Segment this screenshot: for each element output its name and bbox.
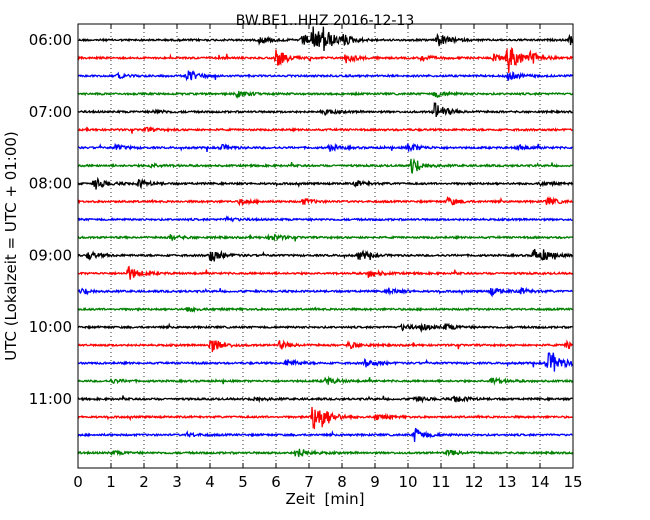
- trace-0900: [77, 248, 573, 262]
- x-tick-label: 3: [172, 473, 182, 491]
- x-tick-label: 9: [370, 473, 380, 491]
- y-tick-label: 11:00: [29, 390, 72, 408]
- trace-0700: [77, 101, 573, 118]
- y-tick-label: 09:00: [29, 246, 72, 264]
- trace-1030: [77, 352, 573, 372]
- x-tick-label: 11: [431, 473, 450, 491]
- x-tick-label: 6: [271, 473, 281, 491]
- x-tick-label: 12: [464, 473, 483, 491]
- x-tick-label: 2: [139, 473, 149, 491]
- trace-1115: [77, 407, 573, 430]
- trace-0630: [77, 70, 573, 82]
- trace-0930: [77, 286, 573, 298]
- x-tick-label: 10: [398, 473, 417, 491]
- x-tick-label: 5: [238, 473, 248, 491]
- trace-0830: [77, 215, 573, 223]
- trace-0615: [77, 47, 573, 73]
- x-tick-label: 4: [205, 473, 215, 491]
- x-axis-ticks: 0 1 2 3 4 5 6 7 8 9 10 11 12 13 14 15: [73, 24, 583, 491]
- seismic-traces: [77, 26, 574, 457]
- x-tick-label: 8: [337, 473, 347, 491]
- trace-0815: [77, 196, 573, 207]
- chart-title: BW.BE1..HHZ 2016-12-13: [236, 13, 415, 29]
- trace-1100: [77, 395, 573, 404]
- plot-frame: [77, 23, 574, 469]
- trace-0915: [77, 265, 573, 280]
- trace-0730: [77, 142, 573, 153]
- trace-0715: [77, 126, 573, 134]
- x-tick-label: 0: [73, 473, 83, 491]
- x-tick-label: 7: [304, 473, 314, 491]
- trace-1130: [77, 427, 573, 442]
- y-tick-label: 06:00: [29, 31, 72, 49]
- trace-0945: [77, 306, 573, 314]
- y-axis-ticks: 06:00 07:00 08:00 09:00 10:00 11:00: [29, 31, 72, 408]
- y-tick-label: 08:00: [29, 175, 72, 193]
- x-axis-label: Zeit [min]: [285, 490, 364, 508]
- x-tick-label: 15: [563, 473, 582, 491]
- x-tick-label: 14: [530, 473, 549, 491]
- trace-0600: [77, 26, 574, 52]
- trace-0745: [77, 157, 573, 174]
- trace-1000: [77, 322, 573, 334]
- x-tick-label: 13: [497, 473, 516, 491]
- y-tick-label: 10:00: [29, 318, 72, 336]
- trace-0645: [77, 90, 573, 99]
- y-tick-label: 07:00: [29, 103, 72, 121]
- trace-0800: [77, 176, 573, 190]
- trace-0845: [77, 233, 573, 242]
- x-tick-label: 1: [106, 473, 116, 491]
- trace-1015: [77, 339, 573, 353]
- trace-1145: [77, 448, 574, 457]
- trace-1045: [77, 375, 573, 386]
- y-axis-label: UTC (Lokalzeit = UTC + 01:00): [2, 131, 20, 361]
